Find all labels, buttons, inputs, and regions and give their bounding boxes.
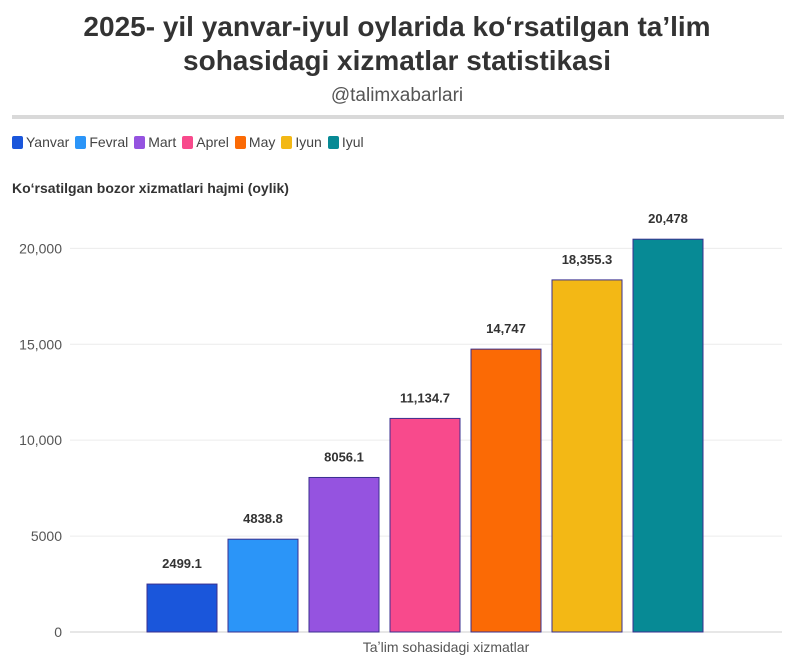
data-label: 4838.8 [243, 511, 283, 526]
data-label: 11,134.7 [400, 390, 450, 405]
legend-label: Fevral [89, 134, 129, 150]
data-label: 18,355.3 [562, 252, 613, 267]
legend-item-mart[interactable]: Mart [134, 134, 176, 150]
bar-fevral [227, 538, 299, 633]
data-label: 2499.1 [162, 556, 202, 571]
data-label: 14,747 [486, 321, 526, 336]
bar-iyul [632, 238, 704, 633]
page-title: 2025- yil yanvar-iyul oylarida koʻrsatil… [0, 10, 794, 78]
legend-label: Iyul [341, 134, 364, 150]
legend-item-fevral[interactable]: Fevral [75, 134, 128, 150]
divider [12, 115, 784, 119]
bar-yanvar [146, 583, 218, 633]
y-tick-label: 5000 [31, 528, 62, 544]
legend-label: Iyun [295, 134, 322, 150]
y-tick-label: 0 [54, 624, 62, 640]
title-line-1: 2025- yil yanvar-iyul oylarida koʻrsatil… [83, 11, 711, 42]
legend-item-may[interactable]: May [234, 134, 276, 150]
legend-swatch [134, 135, 146, 149]
legend-item-iyun[interactable]: Iyun [281, 134, 322, 150]
legend-label: Aprel [196, 134, 229, 150]
legend-swatch [182, 135, 194, 149]
bar-aprel [389, 417, 461, 633]
legend-swatch [281, 135, 293, 149]
legend-item-iyul[interactable]: Iyul [327, 134, 364, 150]
page-subtitle: @talimxabarlari [330, 85, 464, 106]
legend-label: Mart [148, 134, 177, 150]
bar-may [470, 348, 542, 633]
bar-iyun [551, 279, 623, 633]
legend-label: Yanvar [26, 134, 70, 150]
legend-swatch [75, 135, 87, 149]
y-tick-label: 15,000 [19, 336, 62, 352]
legend-swatch [327, 135, 339, 149]
x-axis-label: Taʼlim sohasidagi xizmatlar [363, 639, 530, 655]
chart-title: Koʻrsatilgan bozor xizmatlari hajmi (oyl… [12, 180, 289, 196]
title-line-2: sohasidagi xizmatlar statistikasi [183, 45, 611, 76]
legend-swatch [234, 135, 246, 149]
legend-swatch [12, 135, 23, 149]
legend-item-yanvar[interactable]: Yanvar [12, 134, 69, 150]
bar-mart [308, 476, 380, 633]
data-label: 20,478 [648, 211, 688, 226]
legend-label: May [248, 134, 276, 150]
legend: Yanvar Fevral Mart Aprel May Iyun Iyul [12, 134, 364, 150]
data-label: 8056.1 [324, 449, 364, 464]
y-tick-label: 20,000 [19, 240, 62, 256]
legend-item-aprel[interactable]: Aprel [182, 134, 229, 150]
y-tick-label: 10,000 [19, 432, 62, 448]
